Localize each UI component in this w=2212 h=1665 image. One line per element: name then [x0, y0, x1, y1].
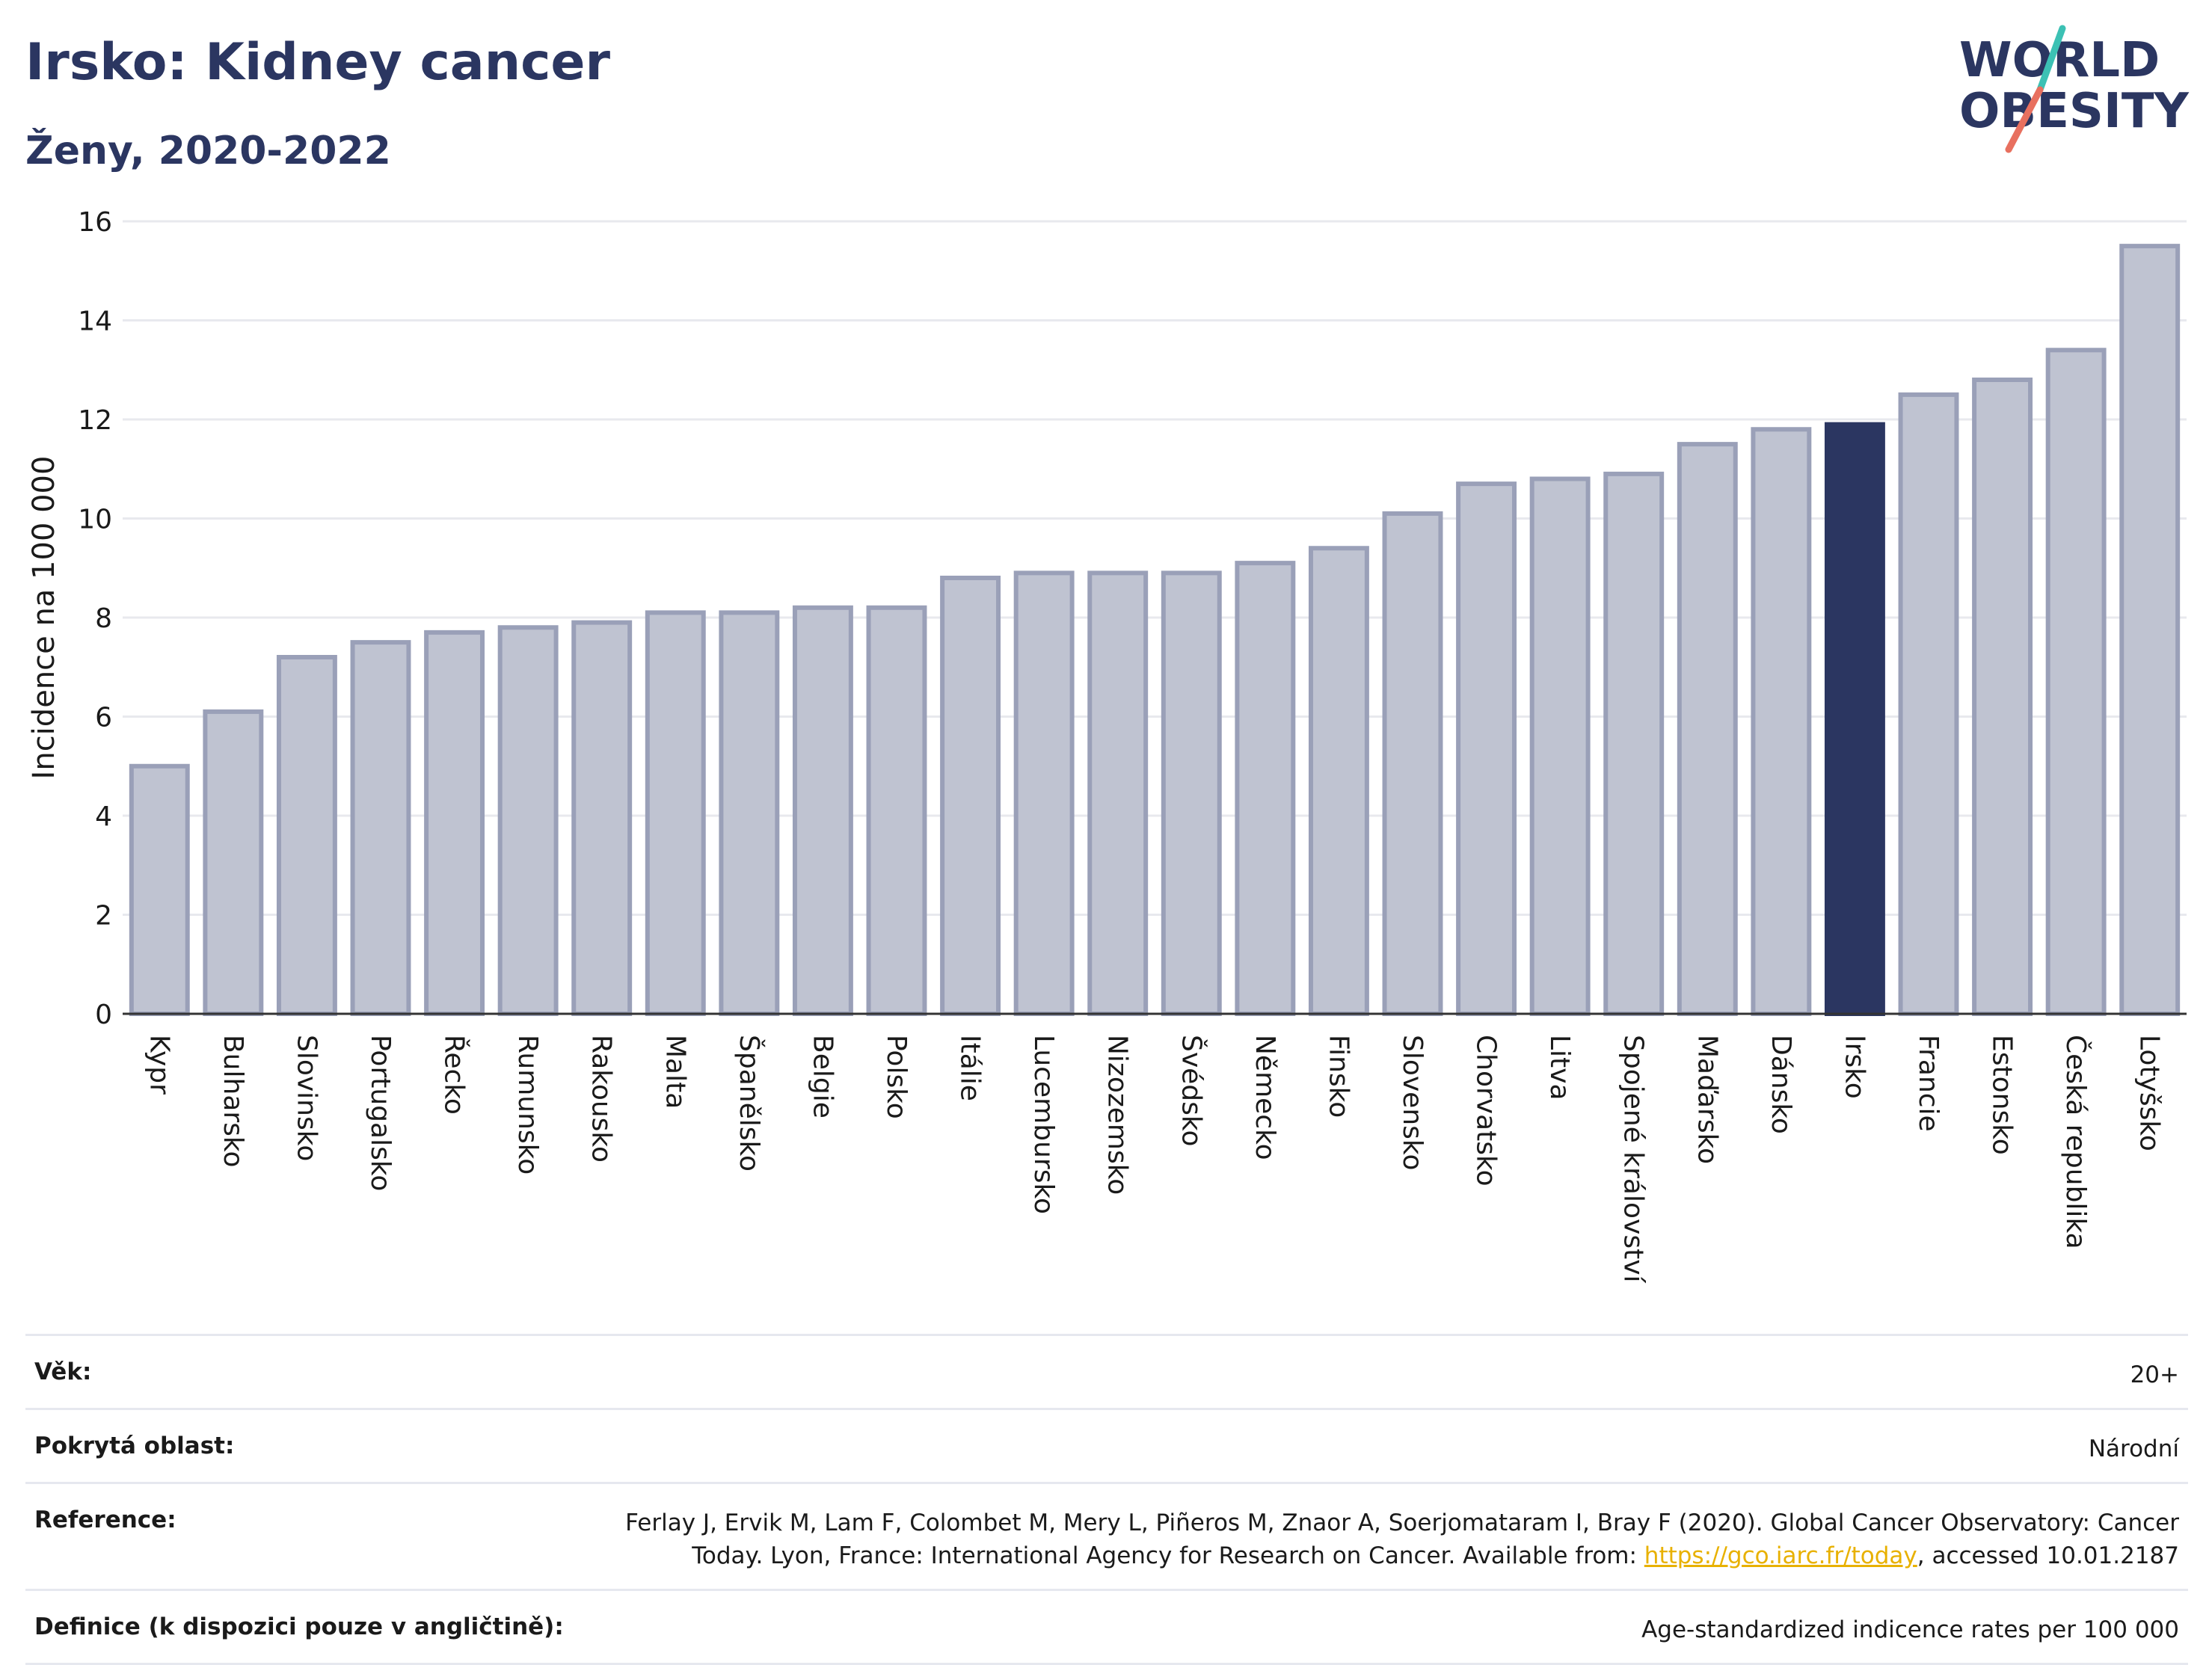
x-tick-label: Litva	[1544, 1035, 1575, 1101]
bar-Dánsko	[1751, 427, 1812, 1016]
x-tick-label: Španělsko	[734, 1035, 765, 1172]
bar-Bulharsko	[203, 709, 264, 1016]
logo-slash-teal	[2036, 25, 2066, 93]
x-tick-label: Maďarsko	[1692, 1035, 1722, 1164]
bar-Švédsko	[1161, 570, 1222, 1016]
definition-value: Age-standardized indicence rates per 100…	[1641, 1616, 2179, 1643]
bars	[129, 244, 2181, 1016]
world-obesity-logo: WORLD OBESITY	[1959, 25, 2189, 153]
bar-Řecko	[424, 630, 485, 1016]
x-tick-label: Lotyšsko	[2134, 1035, 2165, 1151]
bar-Rumunsko	[497, 625, 559, 1016]
x-tick-label: Bulharsko	[218, 1035, 248, 1168]
bar-Španělsko	[719, 610, 780, 1016]
bar-Rakousko	[571, 620, 633, 1016]
bar-Kypr	[129, 763, 190, 1016]
x-tick-label: Rumunsko	[512, 1035, 543, 1175]
y-tick-label: 4	[95, 801, 112, 832]
y-tick-label: 14	[78, 307, 112, 337]
y-tick-label: 0	[95, 1000, 112, 1030]
reference-link[interactable]: https://gco.iarc.fr/today	[1644, 1542, 1917, 1569]
x-tick-label: Švédsko	[1176, 1035, 1207, 1147]
metadata-table: Věk: 20+ Pokrytá oblast: Národní Referen…	[25, 1334, 2188, 1665]
x-tick-label: Portugalsko	[365, 1035, 396, 1191]
x-tick-label: Česká republika	[2060, 1035, 2092, 1249]
x-tick-label: Německo	[1250, 1035, 1280, 1160]
bar-Německo	[1235, 561, 1296, 1016]
y-tick-label: 10	[78, 505, 112, 535]
bar-Nizozemsko	[1087, 570, 1149, 1016]
x-tick-label: Řecko	[439, 1035, 470, 1115]
logo-slash-coral	[2005, 86, 2044, 153]
x-tick-label: Estonsko	[1987, 1035, 2018, 1155]
x-tick-label: Belgie	[807, 1035, 838, 1118]
bar-Belgie	[792, 605, 853, 1016]
x-tick-label: Itálie	[955, 1035, 986, 1101]
x-tick-label: Finsko	[1323, 1035, 1354, 1118]
area-value: Národní	[2088, 1435, 2179, 1462]
bar-Finsko	[1308, 546, 1369, 1016]
x-tick-label: Polsko	[881, 1035, 912, 1119]
bar-Slovensko	[1382, 511, 1443, 1016]
definition-label: Definice (k dispozici pouze v angličtině…	[34, 1613, 564, 1640]
bar-Maďarsko	[1677, 442, 1738, 1016]
meta-row-age: Věk: 20+	[25, 1334, 2188, 1408]
bar-Lotyšsko	[2119, 244, 2181, 1016]
x-tick-label: Francie	[1913, 1035, 1944, 1132]
logo-line2: OBESITY	[1959, 84, 2189, 139]
bar-Litva	[1529, 476, 1591, 1016]
y-tick-label: 2	[95, 901, 112, 932]
bar-chart: 0 2 4 6 8 10 12 14 16 Kypr Bulharsko Slovinsko Port…	[27, 207, 2187, 1284]
x-tick-label: Nizozemsko	[1102, 1035, 1133, 1195]
bar-Portugalsko	[350, 640, 411, 1016]
bar-Itálie	[940, 576, 1001, 1016]
y-tick-label: 8	[95, 603, 112, 634]
bar-Irsko	[1824, 422, 1885, 1016]
x-tick-label: Chorvatsko	[1471, 1035, 1502, 1187]
bar-Slovinsko	[276, 655, 337, 1016]
y-tick-label: 6	[95, 703, 112, 733]
meta-row-area: Pokrytá oblast: Národní	[25, 1408, 2188, 1482]
x-tick-label: Kypr	[144, 1035, 174, 1095]
meta-row-reference: Reference: Ferlay J, Ervik M, Lam F, Col…	[25, 1482, 2188, 1589]
bar-Malta	[645, 610, 706, 1016]
reference-accessed: , accessed 10.01.2187	[1917, 1542, 2179, 1569]
x-tick-label: Spojené království	[1618, 1035, 1649, 1284]
x-tick-label: Rakousko	[586, 1035, 617, 1163]
x-tick-label: Dánsko	[1766, 1035, 1796, 1134]
age-value: 20+	[2130, 1361, 2179, 1388]
reference-value: Ferlay J, Ervik M, Lam F, Colombet M, Me…	[571, 1506, 2179, 1572]
y-tick-label: 16	[78, 207, 112, 238]
age-label: Věk:	[34, 1358, 92, 1385]
y-tick-label: 12	[78, 405, 112, 436]
bar-Spojené království	[1603, 471, 1665, 1016]
x-tick-label: Lucembursko	[1028, 1035, 1059, 1214]
x-tick-label: Irsko	[1839, 1035, 1870, 1099]
x-axis-ticks: Kypr Bulharsko Slovinsko Portugalsko Řecko Ru…	[144, 1035, 2164, 1284]
y-axis-label: Incidence na 100 000	[27, 456, 61, 780]
bar-Estonsko	[1972, 378, 2033, 1016]
area-label: Pokrytá oblast:	[34, 1432, 235, 1459]
reference-label: Reference:	[34, 1506, 176, 1533]
bar-Francie	[1898, 392, 1959, 1016]
bar-Polsko	[866, 605, 927, 1016]
x-tick-label: Slovensko	[1397, 1035, 1428, 1171]
x-tick-label: Malta	[660, 1035, 690, 1109]
bar-Česká republika	[2045, 348, 2107, 1016]
x-tick-label: Slovinsko	[291, 1035, 322, 1161]
bar-Lucembursko	[1013, 570, 1075, 1016]
chart-title: Irsko: Kidney cancer	[25, 33, 611, 92]
reference-text: Ferlay J, Ervik M, Lam F, Colombet M, Me…	[625, 1509, 2179, 1569]
chart-subtitle: Ženy, 2020-2022	[25, 129, 391, 173]
bar-Chorvatsko	[1456, 481, 1517, 1016]
meta-row-definition: Definice (k dispozici pouze v angličtině…	[25, 1589, 2188, 1665]
y-axis-ticks: 0 2 4 6 8 10 12 14 16	[78, 207, 112, 1030]
